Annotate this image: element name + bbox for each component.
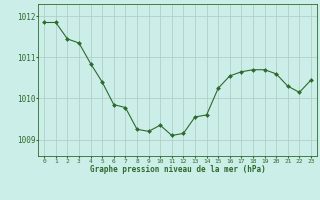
X-axis label: Graphe pression niveau de la mer (hPa): Graphe pression niveau de la mer (hPa) [90,165,266,174]
